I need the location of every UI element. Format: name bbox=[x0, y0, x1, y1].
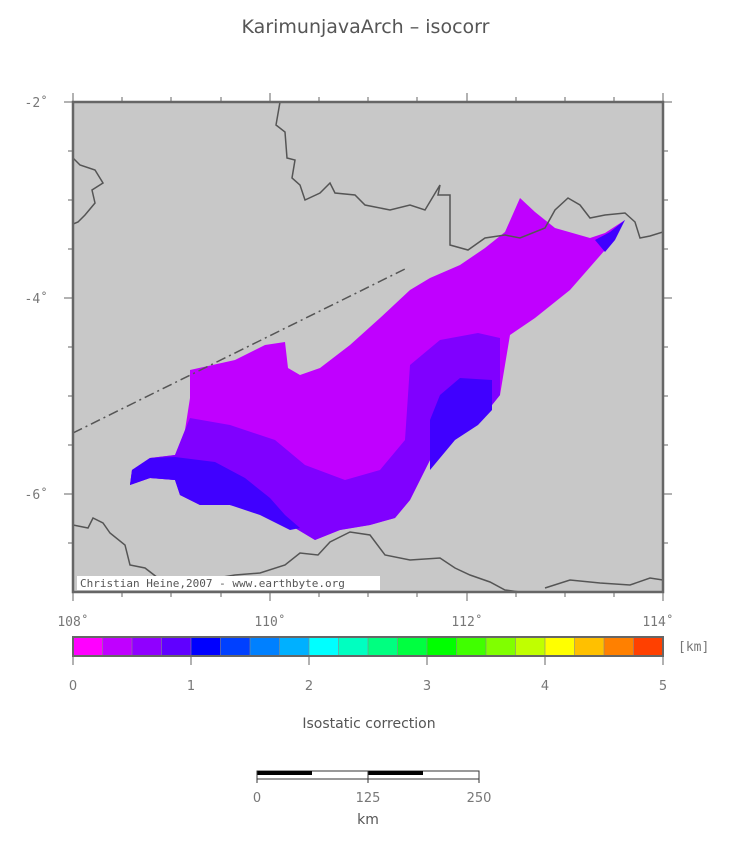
lon-label: 110˚ bbox=[254, 614, 285, 630]
scale-label: 125 bbox=[356, 791, 381, 806]
scale-bar bbox=[256, 770, 480, 783]
scale-label: 250 bbox=[467, 791, 492, 806]
map-title: KarimunjavaArch – isocorr bbox=[241, 16, 490, 38]
legend-tick-label: 1 bbox=[187, 679, 195, 694]
anomaly-region-inner-west bbox=[130, 457, 300, 530]
legend-swatch bbox=[397, 637, 428, 656]
lat-label: -4˚ bbox=[25, 291, 48, 307]
lat-label: -6˚ bbox=[25, 487, 48, 503]
legend-swatch bbox=[102, 637, 133, 656]
legend-swatch bbox=[73, 637, 103, 656]
legend-swatch bbox=[368, 637, 398, 656]
legend-swatch bbox=[338, 637, 369, 656]
legend-swatch bbox=[604, 637, 634, 656]
legend-unit: [km] bbox=[678, 640, 709, 655]
legend-tick-label: 2 bbox=[305, 679, 313, 694]
legend-swatch bbox=[574, 637, 605, 656]
legend-swatch bbox=[250, 637, 280, 656]
legend-ticks bbox=[72, 656, 664, 665]
legend-swatch bbox=[191, 637, 221, 656]
scale-unit: km bbox=[357, 812, 379, 828]
legend-swatch bbox=[161, 637, 192, 656]
dash-dot-line bbox=[73, 267, 408, 434]
lat-label: -2˚ bbox=[25, 95, 48, 111]
scale-label: 0 bbox=[253, 791, 261, 806]
legend-swatch bbox=[515, 637, 546, 656]
legend-tick-label: 0 bbox=[69, 679, 77, 694]
legend-title: Isostatic correction bbox=[302, 716, 436, 732]
legend-tick-label: 4 bbox=[541, 679, 549, 694]
legend-swatch bbox=[545, 637, 575, 656]
legend-swatch bbox=[220, 637, 251, 656]
credit-text: Christian Heine,2007 - www.earthbyte.org bbox=[80, 577, 345, 590]
credit-box bbox=[77, 576, 380, 590]
lon-label: 108˚ bbox=[57, 614, 88, 630]
anomaly-region-tip bbox=[595, 220, 625, 252]
lon-label: 114˚ bbox=[642, 614, 673, 630]
legend-swatch bbox=[427, 637, 457, 656]
legend-swatch bbox=[279, 637, 310, 656]
coastlines bbox=[73, 102, 663, 592]
color-legend-bar bbox=[73, 637, 664, 656]
legend-tick-label: 5 bbox=[659, 679, 667, 694]
coastline-borneo bbox=[275, 102, 663, 251]
legend-swatch bbox=[633, 637, 664, 656]
legend-swatch bbox=[309, 637, 339, 656]
lon-label: 112˚ bbox=[451, 614, 482, 630]
coastline-sumatra bbox=[73, 157, 105, 225]
coastline-java bbox=[73, 516, 663, 592]
legend-swatch bbox=[456, 637, 487, 656]
legend-swatch bbox=[486, 637, 516, 656]
legend-swatch bbox=[132, 637, 162, 656]
anomaly-region-inner-east bbox=[430, 378, 492, 470]
legend-tick-label: 3 bbox=[423, 679, 431, 694]
frame-ticks bbox=[64, 93, 672, 601]
